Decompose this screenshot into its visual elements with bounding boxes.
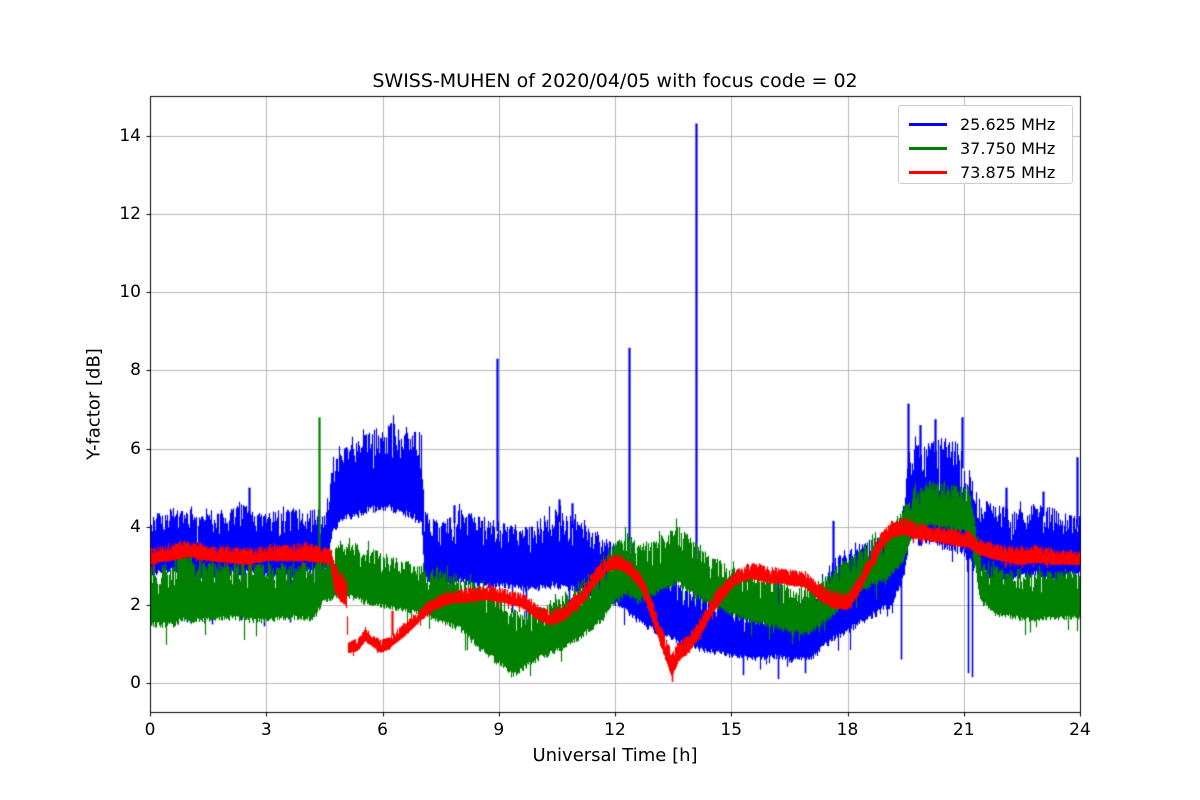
legend-label: 25.625 MHz — [960, 114, 1056, 134]
legend-item: 25.625 MHz — [909, 112, 1064, 136]
legend-line-icon — [909, 122, 947, 126]
x-tick-label: 0 — [144, 720, 156, 740]
legend-line-icon — [909, 146, 947, 150]
chart-title: SWISS-MUHEN of 2020/04/05 with focus cod… — [372, 70, 858, 92]
y-tick-label: 12 — [119, 204, 141, 225]
y-tick-label: 8 — [130, 360, 141, 381]
x-tick-label: 9 — [493, 720, 505, 740]
y-tick-label: 14 — [119, 125, 141, 146]
x-tick-label: 24 — [1069, 720, 1091, 740]
x-tick-label: 6 — [377, 720, 388, 740]
x-axis-label: Universal Time [h] — [532, 745, 698, 766]
y-tick-label: 4 — [130, 516, 141, 537]
legend-item: 73.875 MHz — [909, 160, 1064, 184]
x-tick-label: 15 — [720, 720, 743, 740]
legend-line-icon — [909, 170, 947, 174]
x-tick-label: 3 — [260, 720, 272, 740]
y-tick-label: 2 — [130, 594, 141, 615]
x-tick-label: 18 — [836, 720, 859, 740]
y-tick-label: 6 — [130, 438, 141, 459]
legend-item: 37.750 MHz — [909, 136, 1064, 160]
legend: 25.625 MHz 37.750 MHz 73.875 MHz — [898, 105, 1073, 184]
y-tick-label: 10 — [119, 282, 141, 303]
legend-label: 37.750 MHz — [960, 138, 1056, 158]
y-tick-label: 0 — [130, 673, 141, 693]
x-tick-label: 21 — [952, 720, 975, 740]
legend-label: 73.875 MHz — [960, 162, 1056, 182]
x-tick-label: 12 — [604, 720, 626, 740]
